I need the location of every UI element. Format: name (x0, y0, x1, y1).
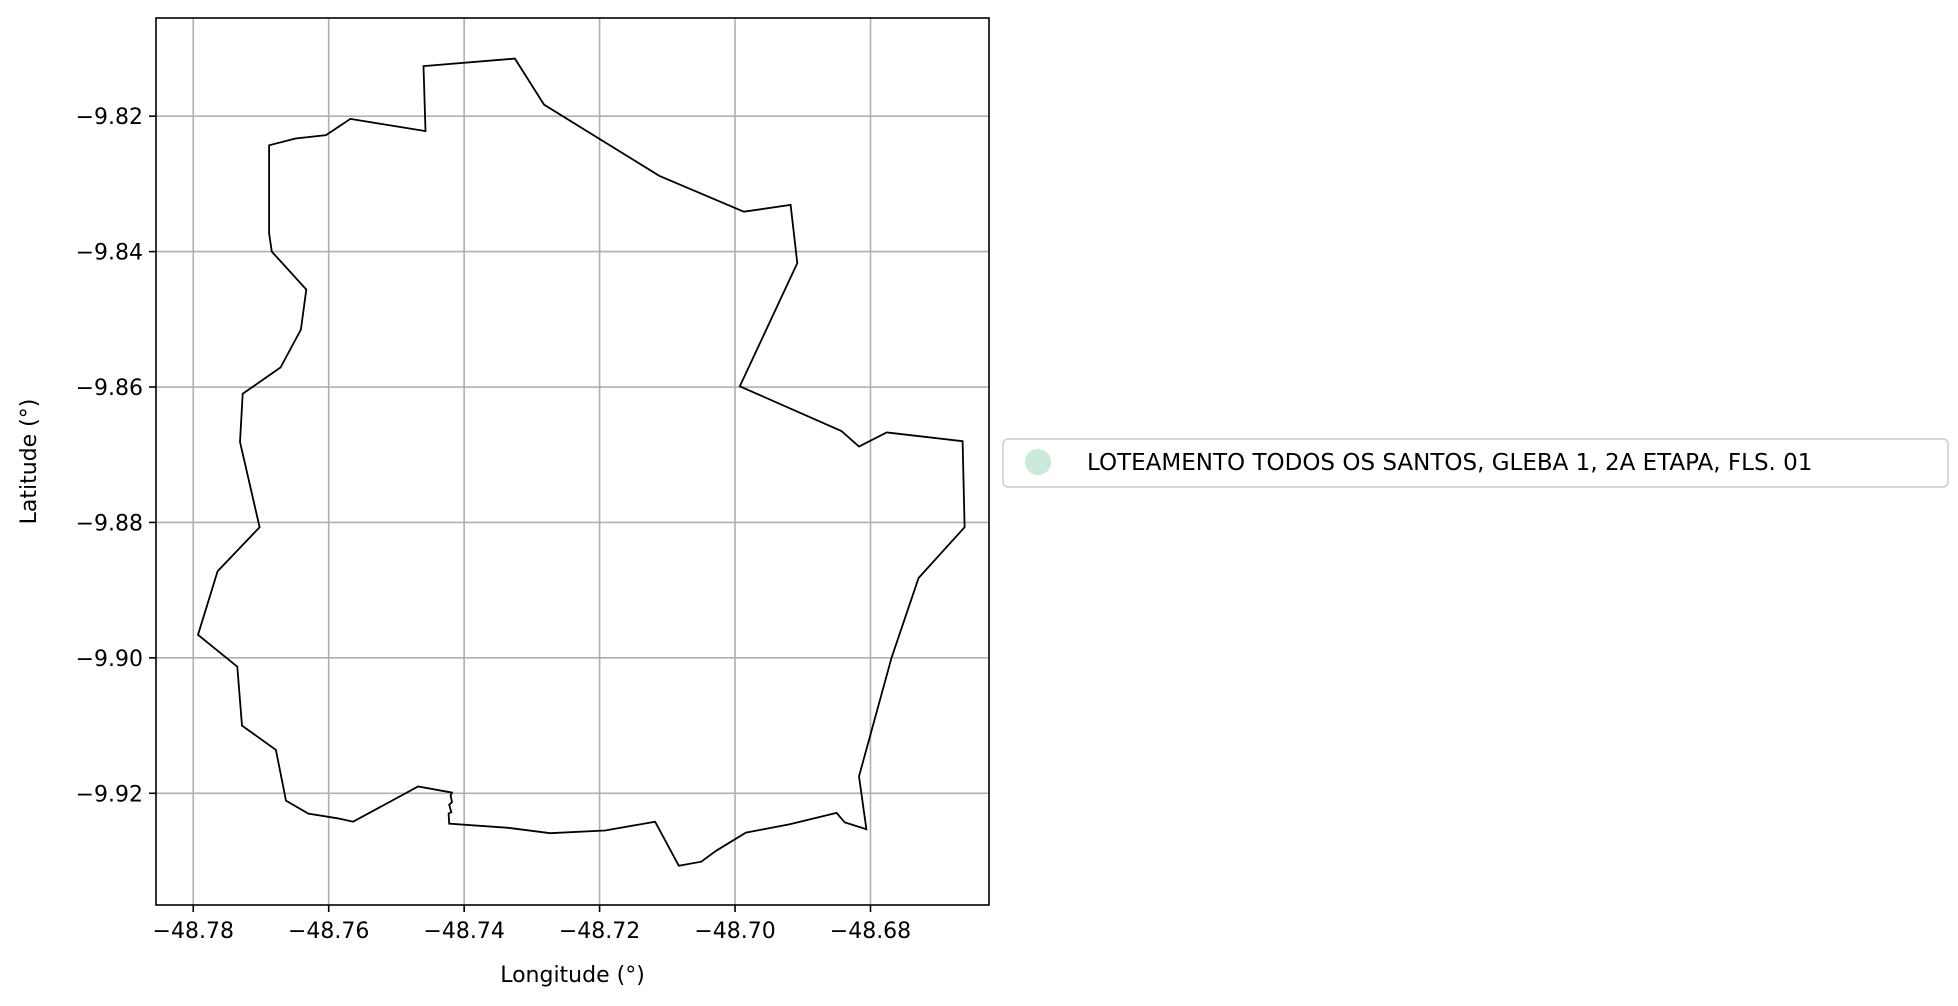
x-tick-label: −48.68 (830, 919, 911, 944)
y-tick-label: −9.84 (76, 241, 143, 266)
x-tick-label: −48.78 (153, 919, 234, 944)
y-tick-label: −9.86 (76, 376, 143, 401)
polygon-layer (196, 57, 966, 867)
ticks: −48.78 −48.76 −48.74 −48.72 −48.70 −48.68 −9.8… (76, 105, 912, 944)
x-tick-label: −48.74 (423, 919, 504, 944)
y-tick-label: −9.82 (76, 105, 143, 130)
boundary-polygon (196, 57, 966, 867)
legend: LOTEAMENTO TODOS OS SANTOS, GLEBA 1, 2A … (1002, 438, 1949, 488)
x-tick-label: −48.70 (694, 919, 775, 944)
y-tick-label: −9.90 (76, 647, 143, 672)
x-tick-label: −48.72 (559, 919, 640, 944)
plot-frame (155, 17, 990, 906)
legend-box (1002, 438, 1949, 488)
grid (156, 18, 989, 905)
legend-entry-label: LOTEAMENTO TODOS OS SANTOS, GLEBA 1, 2A … (1087, 450, 1812, 476)
legend-marker-icon (1025, 449, 1051, 475)
y-axis-label: Latitude (°) (17, 399, 42, 525)
x-tick-label: −48.76 (288, 919, 369, 944)
y-tick-label: −9.92 (76, 782, 143, 807)
y-tick-label: −9.88 (76, 511, 143, 536)
x-axis-label: Longitude (°) (500, 963, 645, 988)
